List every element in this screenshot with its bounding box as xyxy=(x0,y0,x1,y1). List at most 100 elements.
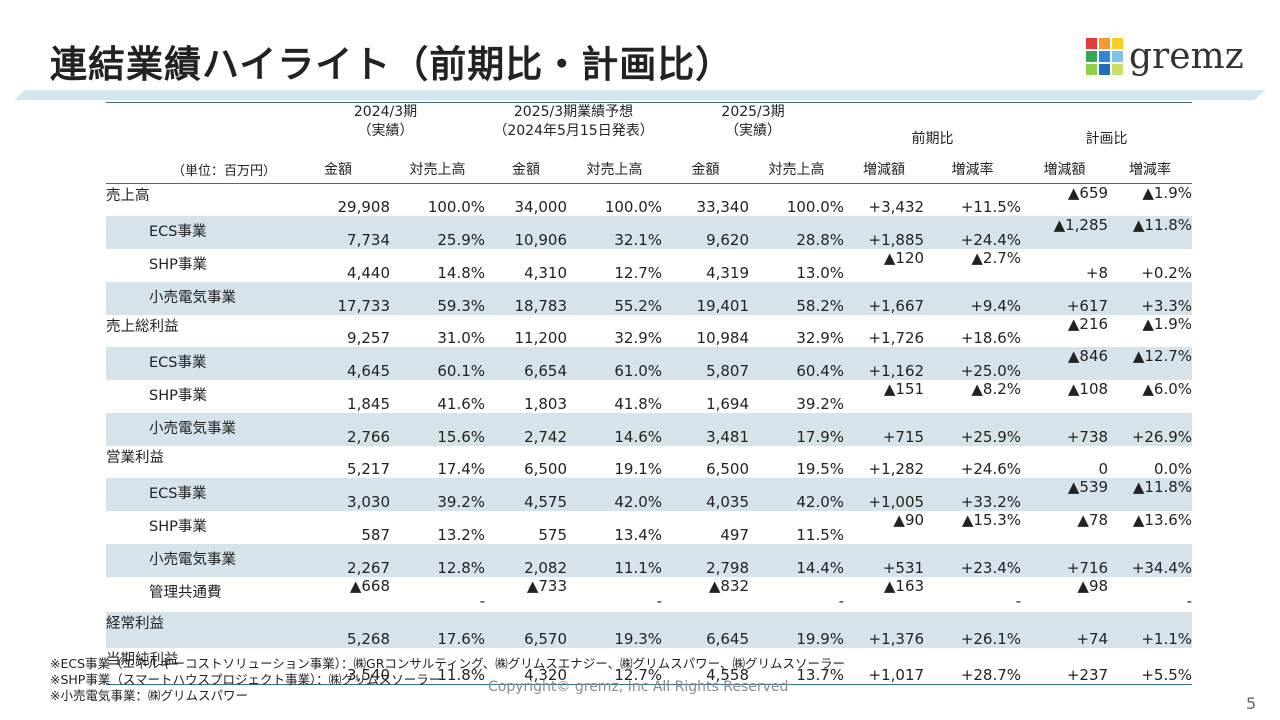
table-cell: 2,766 xyxy=(286,413,390,446)
table-cell: 100.0% xyxy=(786,198,845,216)
table-row: 経常利益 5,268 17.6% 6,570 19.3% 6,645 19.9% +1,376… xyxy=(106,610,1193,648)
table-cell: 5,217 xyxy=(347,460,390,478)
table-cell: 1,845 xyxy=(347,395,390,413)
logo-square xyxy=(1112,64,1123,75)
table-cell: 9,620 xyxy=(662,216,750,249)
column-header: 増減額 xyxy=(863,162,906,178)
header-group-vs-plan: 計画比 xyxy=(1021,102,1193,155)
table-row: 管理共通費 ▲668 - ▲733 - ▲832 - ▲163 - ▲98 - xyxy=(106,577,1192,611)
table-cell: +1,885 xyxy=(844,216,925,249)
table-cell: 60.1% xyxy=(390,347,486,380)
footnote-retail: ※小売電気事業：㈱グリムスパワー xyxy=(50,688,248,703)
table-cell: ▲539 xyxy=(1021,478,1109,511)
header-group-fy2024: 2024/3期 （実績） xyxy=(286,102,486,155)
table-cell: 2,267 xyxy=(286,544,390,577)
column-header: 増減額 xyxy=(1043,162,1086,178)
table-cell: 6,500 xyxy=(706,460,750,478)
table-row: 当期純利益 3,540 11.8% 4,320 12.7% 4,558 13.7% +1,01… xyxy=(106,648,1193,685)
table-row: ECS事業 3,030 39.2% 4,575 42.0% 4,035 42.0% +1,00… xyxy=(106,478,1193,511)
table-cell: 6,570 xyxy=(485,610,568,648)
table-row: 小売電気事業 2,766 15.6% 2,742 14.6% 3,481 17.9% +715… xyxy=(106,413,1193,446)
table-cell: 6,500 xyxy=(524,460,568,478)
table-cell: ▲98 xyxy=(1077,577,1109,595)
row-label: 経常利益 xyxy=(106,610,286,648)
table-cell: ▲12.7% xyxy=(1108,347,1193,380)
table-cell: 4,645 xyxy=(286,347,390,380)
header-band xyxy=(14,90,1266,100)
table-cell: 19.5% xyxy=(796,460,845,478)
logo-mark-icon xyxy=(1086,38,1123,75)
table-cell: 10,984 xyxy=(696,329,750,347)
table-cell: +34.4% xyxy=(1108,544,1193,577)
table-cell: 17,733 xyxy=(286,282,390,315)
table-cell: 28.8% xyxy=(749,216,845,249)
table-cell: - xyxy=(656,592,663,610)
table-cell: +1,005 xyxy=(844,478,925,511)
table-cell: 39.2% xyxy=(796,395,845,413)
table-cell: 100.0% xyxy=(427,198,486,216)
table-cell: ▲832 xyxy=(708,577,750,595)
table-cell: 29,908 xyxy=(337,198,391,216)
table-cell: ▲1.9% xyxy=(1142,184,1193,202)
table-cell: - xyxy=(838,592,845,610)
logo-square xyxy=(1099,64,1110,75)
table-cell: 5,268 xyxy=(286,610,390,648)
logo-square xyxy=(1086,64,1097,75)
column-header: 増減率 xyxy=(1129,162,1172,178)
table-cell: 12.7% xyxy=(614,264,663,282)
table-cell: 100.0% xyxy=(604,198,663,216)
table-cell: +0.2% xyxy=(1141,264,1193,282)
table-cell: 13.2% xyxy=(437,526,486,544)
table-cell: 34,000 xyxy=(514,198,568,216)
row-label: 小売電気事業 xyxy=(106,413,286,446)
header-group-fy2025: 2025/3期 （実績） xyxy=(662,102,845,155)
table-cell: ▲151 xyxy=(883,380,925,398)
table-cell: 2,082 xyxy=(485,544,568,577)
row-label: ECS事業 xyxy=(106,478,286,511)
table-cell: 5,807 xyxy=(662,347,750,380)
table-cell: 4,310 xyxy=(524,264,568,282)
table-row: ECS事業 7,734 25.9% 10,906 32.1% 9,620 28.8% +1,8… xyxy=(106,216,1193,249)
table-cell: 58.2% xyxy=(749,282,845,315)
table-cell: 41.6% xyxy=(437,395,486,413)
table-cell: 4,319 xyxy=(706,264,750,282)
table-cell: ▲13.6% xyxy=(1132,511,1193,529)
table-cell: 42.0% xyxy=(749,478,845,511)
table-cell: +715 xyxy=(844,413,925,446)
table-cell: 1,694 xyxy=(706,395,750,413)
table-cell: +738 xyxy=(1021,413,1109,446)
unit-label: （単位：百万円） xyxy=(171,163,276,179)
table-cell: 60.4% xyxy=(749,347,845,380)
table-cell: 3,030 xyxy=(286,478,390,511)
table-cell: ▲120 xyxy=(883,249,925,267)
table-cell: ▲216 xyxy=(1067,315,1109,333)
table-row: ECS事業 4,645 60.1% 6,654 61.0% 5,807 60.4% +1,16… xyxy=(106,347,1193,380)
table-cell: +74 xyxy=(1021,610,1109,648)
table-cell: +26.9% xyxy=(1108,413,1193,446)
header-column-row: （単位：百万円） 金額 対売上高 金額 対売上高 金額 対売上高 増減額 増減率 増減額 増減率 xyxy=(106,155,1193,184)
table-cell: 13.7% xyxy=(749,648,845,685)
table-cell: 4,320 xyxy=(485,648,568,685)
table-cell: ▲6.0% xyxy=(1142,380,1193,398)
table-cell: +531 xyxy=(844,544,925,577)
table-cell: 17.6% xyxy=(390,610,486,648)
table-cell: ▲1.9% xyxy=(1142,315,1193,333)
footnote-shp: ※SHP事業（スマートハウスプロジェクト事業）：㈱グリムスソーラー xyxy=(50,672,442,687)
table-cell: 9,257 xyxy=(347,329,390,347)
header-blank xyxy=(106,102,286,155)
column-header: 対売上高 xyxy=(409,162,466,178)
logo-square xyxy=(1112,38,1123,49)
logo-square xyxy=(1099,51,1110,62)
row-label: 当期純利益 xyxy=(106,648,286,685)
table-cell: +1,376 xyxy=(844,610,925,648)
row-label: 管理共通費 xyxy=(149,585,222,601)
column-header: 金額 xyxy=(324,162,352,178)
table-cell: - xyxy=(479,592,486,610)
table-cell: ▲8.2% xyxy=(971,380,1022,398)
row-label: 小売電気事業 xyxy=(106,282,286,315)
header-group-yoy: 前期比 xyxy=(844,102,1022,155)
table-cell: 25.9% xyxy=(390,216,486,249)
table-cell: 11.8% xyxy=(390,648,486,685)
table-cell: 10,906 xyxy=(485,216,568,249)
table-cell: ▲1,285 xyxy=(1021,216,1109,249)
